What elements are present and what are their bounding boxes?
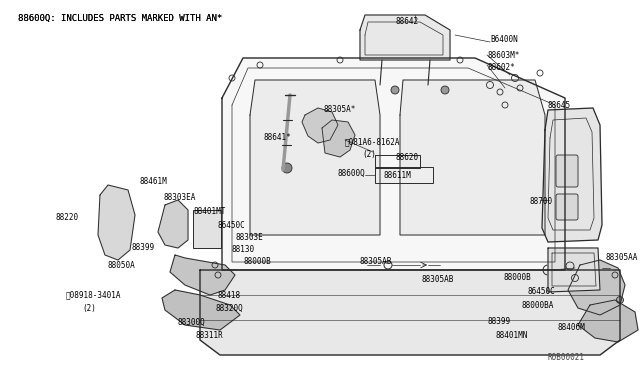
Text: 88305AB: 88305AB bbox=[360, 257, 392, 266]
FancyBboxPatch shape bbox=[556, 194, 578, 220]
Text: 88311R: 88311R bbox=[195, 331, 223, 340]
Polygon shape bbox=[568, 260, 625, 315]
Text: 88603M*: 88603M* bbox=[487, 51, 520, 60]
Text: 88641*: 88641* bbox=[263, 134, 291, 142]
Text: 88600Q: INCLUDES PARTS MARKED WITH AN*: 88600Q: INCLUDES PARTS MARKED WITH AN* bbox=[18, 13, 222, 22]
Text: Ⓑ081A6-8162A: Ⓑ081A6-8162A bbox=[345, 138, 401, 147]
Text: Ⓝ08918-3401A: Ⓝ08918-3401A bbox=[66, 291, 122, 299]
Text: 88401MN: 88401MN bbox=[495, 331, 527, 340]
Circle shape bbox=[616, 296, 623, 304]
Polygon shape bbox=[222, 58, 565, 270]
Polygon shape bbox=[578, 300, 638, 342]
Polygon shape bbox=[400, 80, 545, 235]
FancyBboxPatch shape bbox=[193, 210, 221, 248]
Text: (2): (2) bbox=[82, 304, 96, 312]
Text: 88000B: 88000B bbox=[244, 257, 272, 266]
Text: B6400N: B6400N bbox=[490, 35, 518, 45]
Polygon shape bbox=[250, 80, 380, 235]
Text: 88418: 88418 bbox=[218, 291, 241, 299]
Polygon shape bbox=[200, 270, 620, 355]
Text: 88401MT: 88401MT bbox=[193, 208, 225, 217]
Text: 88611M: 88611M bbox=[384, 170, 412, 180]
Text: 86450C: 86450C bbox=[527, 288, 555, 296]
Circle shape bbox=[441, 86, 449, 94]
FancyBboxPatch shape bbox=[556, 155, 578, 187]
Text: 88305A*: 88305A* bbox=[323, 106, 355, 115]
Text: 88000BA: 88000BA bbox=[522, 301, 554, 310]
Text: 88600Q: INCLUDES PARTS MARKED WITH AN*: 88600Q: INCLUDES PARTS MARKED WITH AN* bbox=[18, 13, 222, 22]
Polygon shape bbox=[162, 290, 240, 330]
Text: 88303E: 88303E bbox=[235, 234, 263, 243]
Text: 88461M: 88461M bbox=[140, 177, 168, 186]
FancyBboxPatch shape bbox=[375, 167, 433, 183]
Text: (2): (2) bbox=[362, 150, 376, 158]
Text: 88620: 88620 bbox=[395, 154, 418, 163]
Circle shape bbox=[391, 86, 399, 94]
Text: 88305AA: 88305AA bbox=[605, 253, 637, 263]
Text: 86450C: 86450C bbox=[218, 221, 246, 230]
Text: 88602*: 88602* bbox=[487, 64, 515, 73]
Text: 88406M: 88406M bbox=[558, 324, 586, 333]
Circle shape bbox=[282, 163, 292, 173]
Polygon shape bbox=[542, 108, 602, 242]
Text: 88300Q: 88300Q bbox=[178, 317, 205, 327]
Text: 88642: 88642 bbox=[396, 17, 419, 26]
Polygon shape bbox=[548, 248, 600, 292]
Text: R0B00021: R0B00021 bbox=[548, 353, 585, 362]
Text: 88220: 88220 bbox=[55, 214, 78, 222]
Text: 88399: 88399 bbox=[488, 317, 511, 327]
Text: 88000B: 88000B bbox=[503, 273, 531, 282]
Text: 88305AB: 88305AB bbox=[422, 276, 454, 285]
Polygon shape bbox=[302, 108, 338, 143]
Text: 88303EA: 88303EA bbox=[163, 193, 195, 202]
Text: 88399: 88399 bbox=[132, 244, 155, 253]
Text: 88645: 88645 bbox=[548, 100, 571, 109]
Text: 88050A: 88050A bbox=[108, 260, 136, 269]
Text: 88130: 88130 bbox=[232, 246, 255, 254]
Polygon shape bbox=[170, 255, 235, 295]
Text: 88600Q: 88600Q bbox=[338, 169, 365, 177]
Polygon shape bbox=[98, 185, 135, 260]
Text: 88320Q: 88320Q bbox=[215, 304, 243, 312]
Polygon shape bbox=[322, 120, 355, 157]
Polygon shape bbox=[360, 15, 450, 60]
Text: 88700: 88700 bbox=[530, 198, 553, 206]
Polygon shape bbox=[158, 200, 188, 248]
